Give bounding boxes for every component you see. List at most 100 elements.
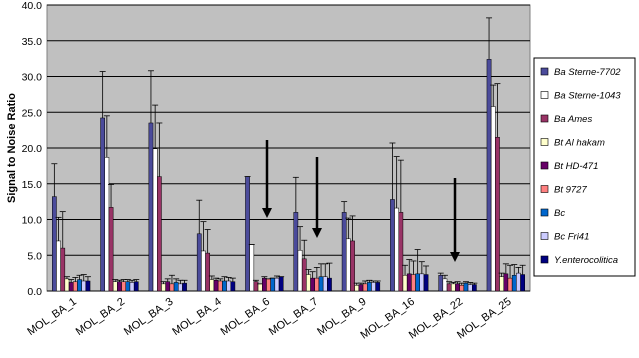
bar [209, 279, 215, 292]
error-bar [414, 249, 421, 274]
error-bar [200, 221, 207, 251]
bar [169, 283, 175, 292]
error-bar [217, 278, 224, 281]
bar [463, 282, 469, 292]
bar [354, 285, 360, 292]
error-bar [454, 281, 461, 284]
annotations [262, 140, 460, 262]
error-bar [366, 279, 373, 283]
bar [104, 157, 110, 292]
error-bar [519, 264, 526, 275]
error-bar [423, 265, 430, 275]
bar [173, 282, 179, 292]
bar [301, 258, 307, 292]
legend-label: Bt HD-471 [554, 161, 598, 172]
bar [73, 281, 78, 292]
error-bar [112, 279, 119, 282]
error-bar [507, 264, 514, 279]
error-bar [498, 272, 505, 277]
bar [152, 148, 158, 292]
bar [306, 274, 311, 292]
error-bar [168, 274, 175, 284]
legend-swatch [540, 185, 549, 193]
bar [60, 247, 66, 292]
legend-label: Ba Sterne-7702 [554, 67, 621, 78]
bar [253, 281, 259, 292]
bar [85, 280, 91, 292]
error-bar [261, 276, 268, 279]
bar [406, 273, 412, 292]
error-bar [393, 156, 400, 209]
error-bar [362, 280, 369, 284]
bar [472, 284, 477, 292]
legend-label: Ba Ames [554, 114, 592, 125]
bar [520, 274, 525, 292]
bar [318, 276, 324, 292]
error-bar [313, 267, 320, 279]
bar [112, 281, 118, 292]
bar [293, 212, 299, 292]
error-bar [301, 239, 308, 259]
y-tick-label: 30.0 [22, 72, 43, 84]
error-bar [410, 260, 417, 275]
x-tick-label: MOL_BA_4 [170, 296, 223, 338]
error-bar [252, 279, 259, 282]
error-bar [345, 217, 352, 239]
bar [196, 233, 202, 292]
error-bar [156, 122, 163, 177]
bar [451, 283, 456, 292]
legend-swatch [540, 138, 549, 146]
bar [371, 282, 376, 292]
error-bar [374, 280, 381, 283]
bar [165, 281, 171, 292]
bar [148, 122, 154, 292]
error-bar [76, 274, 83, 280]
error-bar [397, 159, 404, 213]
bar [438, 275, 444, 292]
error-bar [152, 104, 159, 149]
error-bar [322, 263, 329, 277]
bar [390, 199, 395, 292]
error-bar [63, 276, 70, 279]
legend-swatch [540, 208, 549, 217]
bar [459, 285, 465, 292]
error-bar [173, 278, 180, 283]
legend-swatch [540, 161, 549, 170]
bar [81, 280, 87, 292]
error-bar [59, 211, 66, 249]
error-bar [437, 272, 444, 276]
bar [358, 284, 364, 292]
legend-swatch [540, 232, 549, 240]
error-bar [196, 199, 203, 234]
error-bar [72, 277, 79, 282]
bar [125, 281, 131, 292]
arrow-head [262, 208, 272, 218]
bar [108, 207, 114, 292]
error-bar [406, 259, 413, 274]
bar [245, 176, 250, 292]
legend-swatch [540, 91, 549, 99]
error-bar [357, 282, 364, 285]
bar [222, 280, 227, 292]
x-tick-label: MOL_BA_25 [455, 296, 513, 342]
y-axis-label: Signal to Noise Ratio [6, 93, 18, 203]
bar [499, 276, 504, 292]
legend-label: Bt 9727 [554, 185, 587, 196]
error-bar [349, 215, 356, 241]
bar [411, 274, 416, 292]
error-bar [99, 71, 106, 118]
bar [341, 212, 347, 292]
bar [511, 275, 517, 292]
y-tick-label: 10.0 [22, 215, 43, 227]
error-bar [494, 83, 501, 138]
error-bar [68, 279, 75, 283]
error-bar [341, 201, 348, 213]
error-bar [213, 277, 220, 281]
bar [516, 272, 521, 292]
legend-label: Bt Al hakam [554, 138, 605, 149]
bar [266, 278, 271, 292]
error-bar [108, 184, 115, 208]
legend-label: Ba Sterne-1043 [554, 91, 621, 102]
legend-label: Bc [554, 208, 565, 219]
bar [490, 106, 496, 292]
